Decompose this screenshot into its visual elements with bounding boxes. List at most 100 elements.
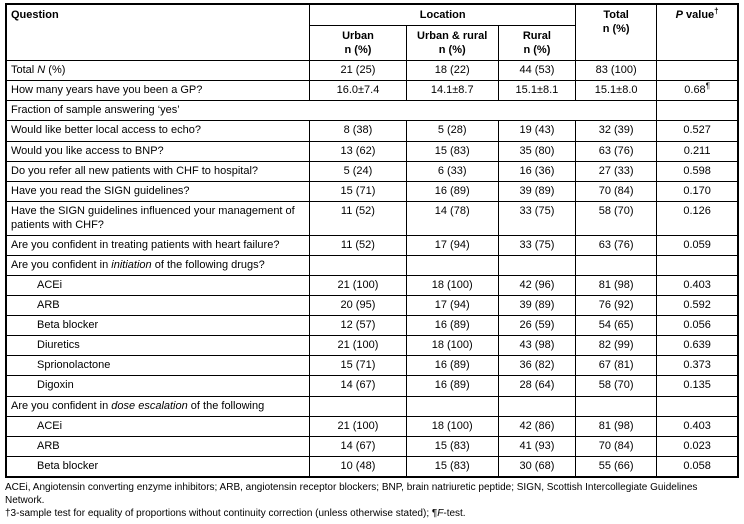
value-cell-rural: 15.1±8.1 xyxy=(497,80,577,102)
pvalue-cell: 0.126 xyxy=(656,200,739,236)
value-cell-urban: 11 (52) xyxy=(309,200,407,236)
table-row: Are you confident in initiation of the f… xyxy=(5,255,739,277)
value-cell-urban: 21 (100) xyxy=(309,335,407,357)
value-cell-urban-rural: 15 (83) xyxy=(405,435,499,457)
value-cell-urban: 10 (48) xyxy=(309,455,407,478)
question-cell: ACEi xyxy=(5,275,311,297)
pvalue-cell: 0.058 xyxy=(656,455,739,478)
question-cell: ACEi xyxy=(5,415,311,437)
table-row: Are you confident in treating patients w… xyxy=(5,234,739,257)
column-header-rural-line1: Rural xyxy=(522,30,551,43)
results-table: Question Location Total n (%) P value† U… xyxy=(5,3,739,478)
pvalue-cell: 0.373 xyxy=(656,355,739,377)
question-cell: Diuretics xyxy=(5,335,311,357)
section-header-cell: Fraction of sample answering ‘yes’ xyxy=(5,100,658,122)
value-cell-rural: 26 (59) xyxy=(497,315,577,337)
value-cell-rural: 39 (89) xyxy=(497,295,577,317)
question-cell: Beta blocker xyxy=(5,315,311,337)
table-row: Have you read the SIGN guidelines? 15 (71… xyxy=(5,180,739,202)
value-cell-urban: 21 (100) xyxy=(309,275,407,297)
column-header-urban: Urban n (%) xyxy=(309,25,407,62)
question-cell: Would you like access to BNP? xyxy=(5,140,311,162)
pvalue-cell xyxy=(656,395,739,417)
value-cell-urban-rural: 17 (94) xyxy=(405,295,499,317)
question-cell: ARB xyxy=(5,295,311,317)
value-cell-rural: 33 (75) xyxy=(497,234,577,257)
table-row: Diuretics 21 (100) 18 (100) 43 (98) 82 (99) 0… xyxy=(5,335,739,357)
question-cell: Beta blocker xyxy=(5,455,311,478)
column-header-total-line1: Total xyxy=(603,9,629,21)
table-row: ACEi 21 (100) 18 (100) 42 (96) 81 (98) 0.403 xyxy=(5,275,739,297)
question-cell: Do you refer all new patients with CHF t… xyxy=(5,160,311,182)
value-cell-urban: 8 (38) xyxy=(309,120,407,142)
value-cell-urban: 15 (71) xyxy=(309,180,407,202)
table-row: ARB 20 (95) 17 (94) 39 (89) 76 (92) 0.592 xyxy=(5,295,739,317)
value-cell-urban: 5 (24) xyxy=(309,160,407,182)
column-header-urban-line1: Urban xyxy=(342,30,374,43)
footnote-statistics: †3-sample test for equality of proportio… xyxy=(5,507,466,519)
pvalue-cell: 0.059 xyxy=(656,234,739,257)
pvalue-cell: 0.023 xyxy=(656,435,739,457)
question-cell: Have the SIGN guidelines influenced your… xyxy=(5,200,311,236)
column-header-urban-line2: n (%) xyxy=(344,44,372,57)
section-header-cell: Are you confident in initiation of the f… xyxy=(5,255,311,277)
value-cell-rural xyxy=(497,255,577,277)
value-cell-urban: 21 (100) xyxy=(309,415,407,437)
column-header-rural-line2: n (%) xyxy=(523,44,551,57)
pvalue-header-text: value xyxy=(682,9,715,21)
value-cell-total: 82 (99) xyxy=(575,335,658,357)
value-cell-urban: 21 (25) xyxy=(309,60,407,82)
table-header: Question Location Total n (%) P value† U… xyxy=(5,3,739,62)
table-row: Do you refer all new patients with CHF t… xyxy=(5,160,739,182)
dagger-symbol: † xyxy=(714,6,719,16)
table-row: Would you like access to BNP? 13 (62) 15 (… xyxy=(5,140,739,162)
value-cell-urban-rural: 14.1±8.7 xyxy=(405,80,499,102)
value-cell-urban-rural: 16 (89) xyxy=(405,315,499,337)
value-cell-urban-rural: 14 (78) xyxy=(405,200,499,236)
table-row: ARB 14 (67) 15 (83) 41 (93) 70 (84) 0.023 xyxy=(5,435,739,457)
column-header-pvalue: P value† xyxy=(656,3,739,62)
value-cell-rural: 28 (64) xyxy=(497,375,577,397)
table-row: Would like better local access to echo? 8… xyxy=(5,120,739,142)
pvalue-cell: 0.598 xyxy=(656,160,739,182)
column-header-question: Question xyxy=(5,3,311,62)
value-cell-rural: 44 (53) xyxy=(497,60,577,82)
value-cell-total: 70 (84) xyxy=(575,180,658,202)
value-cell-urban: 16.0±7.4 xyxy=(309,80,407,102)
value-cell-urban xyxy=(309,255,407,277)
value-cell-urban: 14 (67) xyxy=(309,375,407,397)
value-cell-urban-rural: 17 (94) xyxy=(405,234,499,257)
footnote-abbreviations: ACEi, Angiotensin converting enzyme inhi… xyxy=(5,481,698,506)
value-cell-rural: 33 (75) xyxy=(497,200,577,236)
value-cell-urban: 20 (95) xyxy=(309,295,407,317)
pvalue-header-p: P xyxy=(675,9,683,21)
question-cell: How many years have you been a GP? xyxy=(5,80,311,102)
value-cell-total: 58 (70) xyxy=(575,200,658,236)
column-header-urban-rural: Urban & rural n (%) xyxy=(405,25,499,62)
value-cell-total: 32 (39) xyxy=(575,120,658,142)
value-cell-total xyxy=(575,255,658,277)
question-cell: Digoxin xyxy=(5,375,311,397)
table-footnotes: ACEi, Angiotensin converting enzyme inhi… xyxy=(5,481,741,520)
column-header-total-line2: n (%) xyxy=(602,23,630,36)
value-cell-rural: 19 (43) xyxy=(497,120,577,142)
question-cell: ARB xyxy=(5,435,311,457)
value-cell-urban: 14 (67) xyxy=(309,435,407,457)
value-cell-urban-rural: 18 (22) xyxy=(405,60,499,82)
header-row-top: Question Location Total n (%) P value† xyxy=(5,3,739,62)
column-header-rural: Rural n (%) xyxy=(497,25,577,62)
table-row: Have the SIGN guidelines influenced your… xyxy=(5,200,739,236)
value-cell-urban: 15 (71) xyxy=(309,355,407,377)
pvalue-cell: 0.639 xyxy=(656,335,739,357)
value-cell-total: 81 (98) xyxy=(575,275,658,297)
pvalue-cell: 0.170 xyxy=(656,180,739,202)
value-cell-urban-rural: 5 (28) xyxy=(405,120,499,142)
value-cell-rural: 43 (98) xyxy=(497,335,577,357)
value-cell-total: 63 (76) xyxy=(575,140,658,162)
value-cell-total: 63 (76) xyxy=(575,234,658,257)
value-cell-rural: 35 (80) xyxy=(497,140,577,162)
value-cell-rural: 41 (93) xyxy=(497,435,577,457)
value-cell-total: 67 (81) xyxy=(575,355,658,377)
header-row-sub: Urban n (%) Urban & rural n (%) Rural n … xyxy=(6,25,738,62)
